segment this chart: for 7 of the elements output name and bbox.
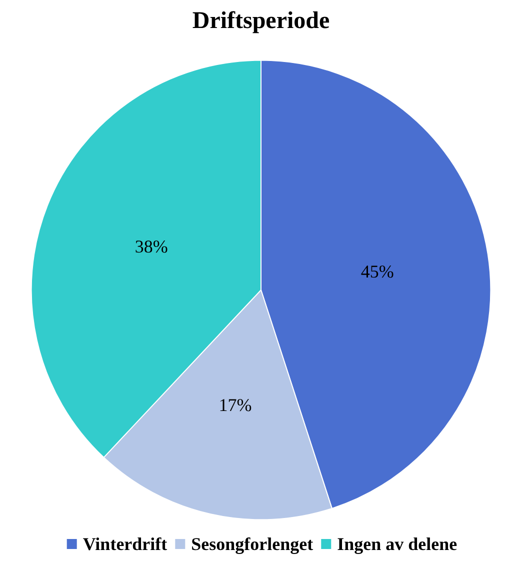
data-label: 45% — [360, 262, 394, 282]
legend-label: Ingen av delene — [337, 534, 458, 554]
chart-title: Driftsperiode — [192, 8, 330, 34]
legend-label: Vinterdrift — [82, 534, 168, 554]
data-label: 38% — [134, 236, 168, 257]
data-label: 17% — [218, 394, 252, 415]
legend-label: Sesongforlenget — [191, 534, 314, 554]
